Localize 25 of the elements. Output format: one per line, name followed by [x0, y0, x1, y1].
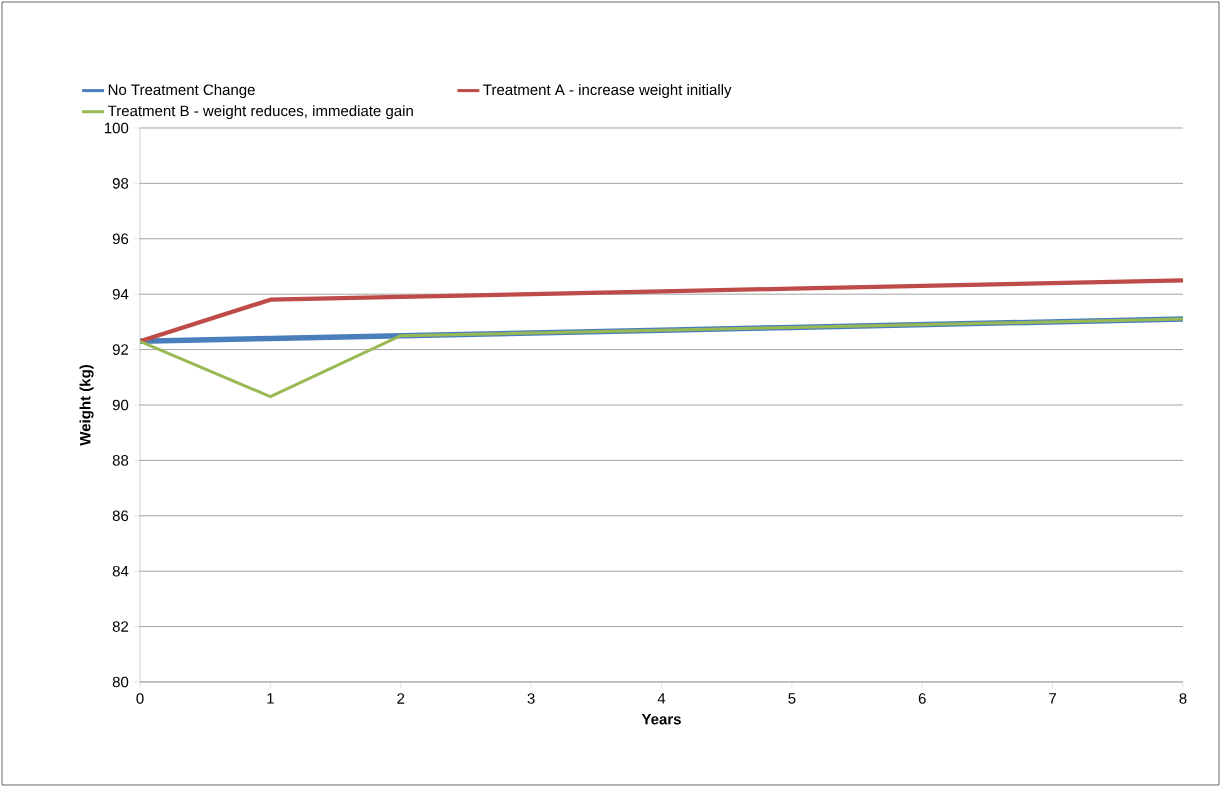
x-tick-label: 5	[788, 693, 796, 704]
y-tick-label: 86	[112, 510, 129, 522]
x-axis-title: Years	[641, 714, 681, 725]
x-tick-label: 4	[657, 693, 666, 704]
legend-label: No Treatment Change	[108, 84, 255, 99]
x-tick-label: 7	[1049, 693, 1057, 704]
y-tick-label: 92	[112, 344, 129, 355]
y-tick-label: 82	[112, 621, 129, 632]
y-tick-label: 100	[104, 122, 129, 134]
x-tick-label: 2	[397, 693, 405, 704]
y-tick-label: 90	[112, 399, 129, 411]
x-tick-label: 8	[1179, 693, 1187, 704]
y-axis-title: Weight (kg)	[79, 365, 94, 446]
legend-label: Treatment B - weight reduces, immediate gain	[107, 105, 413, 120]
y-tick-label: 96	[112, 233, 129, 245]
y-tick-label: 98	[112, 178, 129, 189]
x-tick-label: 0	[136, 693, 144, 704]
x-tick-label: 6	[918, 693, 926, 704]
x-tick-label: 3	[527, 693, 535, 704]
y-tick-label: 88	[112, 455, 129, 466]
legend-label: Treatment A - increase weight initially	[483, 84, 732, 99]
y-tick-label: 84	[112, 565, 129, 577]
y-tick-label: 94	[112, 288, 129, 300]
x-tick-label: 1	[267, 693, 274, 704]
y-tick-label: 80	[112, 676, 129, 688]
